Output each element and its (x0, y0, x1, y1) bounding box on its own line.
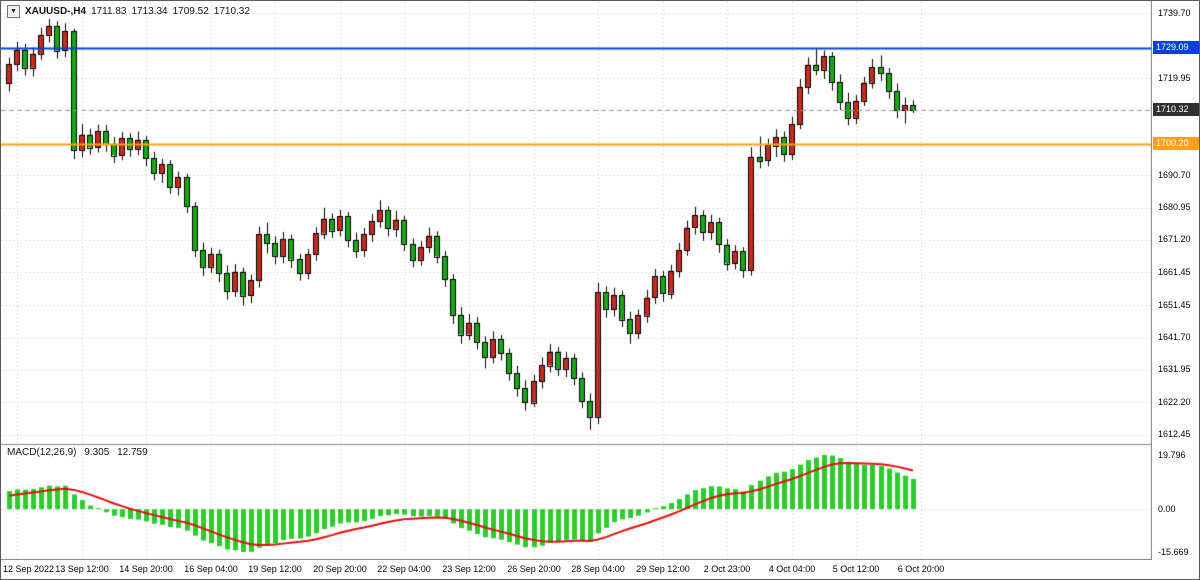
indicator-macd-value: 9.305 (84, 447, 110, 458)
price-axis-label: 1641.70 (1158, 332, 1191, 343)
price-axis-label: 1622.20 (1158, 396, 1191, 407)
time-axis-label: 20 Sep 20:00 (313, 564, 367, 574)
time-axis-label: 13 Sep 12:00 (55, 564, 109, 574)
macd-axis-label: 0.00 (1158, 503, 1176, 514)
macd-axis-label: -15.669 (1158, 546, 1189, 557)
time-axis-label: 4 Oct 04:00 (768, 564, 816, 574)
time-axis-label: 6 Oct 20:00 (897, 564, 945, 574)
quote-high: 1713.34 (131, 6, 168, 17)
time-axis-label: 2 Oct 23:00 (703, 564, 751, 574)
time-axis[interactable]: 12 Sep 2022 13 Sep 12:00 14 Sep 20:00 16 Se… (1, 560, 1199, 579)
price-badge: 1710.32 (1153, 103, 1199, 117)
time-axis-label: 26 Sep 20:00 (507, 564, 561, 574)
time-axis-label: 16 Sep 04:00 (184, 564, 238, 574)
time-axis-label: 14 Sep 20:00 (119, 564, 173, 574)
macd-axis-label: 19.796 (1158, 449, 1186, 460)
price-axis-label: 1680.95 (1158, 202, 1191, 213)
quote-low: 1709.52 (172, 6, 209, 17)
time-axis-label: 22 Sep 04:00 (377, 564, 431, 574)
price-axis-label: 1719.95 (1158, 72, 1191, 83)
symbol-timeframe-label: XAUUSD-,H4 (24, 6, 87, 17)
price-axis-label: 1651.45 (1158, 299, 1191, 310)
price-axis-label: 1661.45 (1158, 266, 1191, 277)
time-axis-label: 5 Oct 12:00 (832, 564, 880, 574)
time-axis-label: 28 Sep 04:00 (571, 564, 625, 574)
time-axis-label: 19 Sep 12:00 (248, 564, 302, 574)
price-badge: 1700.20 (1153, 136, 1199, 150)
quote-close: 1710.32 (213, 6, 250, 17)
price-badge: 1729.09 (1153, 41, 1199, 55)
indicator-name: MACD(12,26,9) (7, 447, 77, 458)
price-axis-label: 1612.45 (1158, 429, 1191, 439)
quote-open: 1711.83 (91, 6, 127, 17)
price-axis-label: 1690.70 (1158, 169, 1191, 180)
price-axis-label: 1739.70 (1158, 7, 1191, 18)
time-axis-label: 23 Sep 12:00 (442, 564, 496, 574)
time-axis-label: 29 Sep 12:00 (636, 564, 690, 574)
price-axis-label: 1671.20 (1158, 234, 1191, 245)
indicator-signal-value: 12.759 (117, 447, 148, 458)
time-axis-label: 12 Sep 2022 (3, 564, 55, 574)
price-axis-label: 1631.95 (1158, 364, 1191, 375)
chart-title-overlay: ▼ XAUUSD-,H4 1711.83 1713.34 1709.52 171… (7, 5, 255, 18)
price-axis[interactable]: 1739.70 1729.09 1719.95 1710.32 1700.20 1690.… (1152, 1, 1199, 560)
indicator-label: MACD(12,26,9) 9.305 12.759 (7, 447, 153, 458)
one-click-trading-icon[interactable]: ▼ (7, 5, 20, 18)
